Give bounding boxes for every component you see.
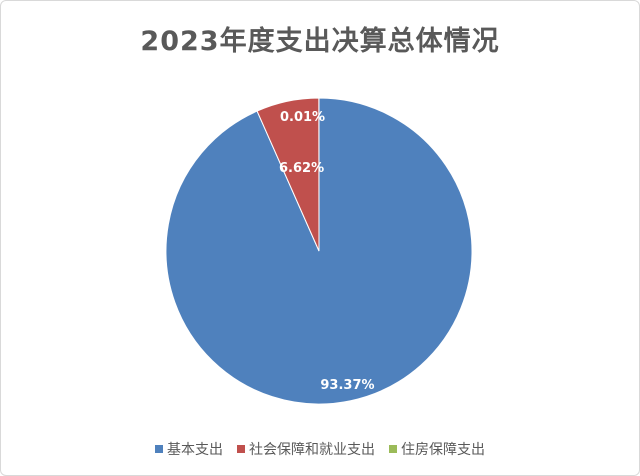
data-label-3: 0.01%	[280, 110, 325, 125]
legend-swatch	[389, 445, 397, 453]
legend-swatch	[237, 445, 245, 453]
legend-swatch	[155, 445, 163, 453]
pie-slices	[165, 97, 473, 405]
chart-legend: 基本支出 社会保障和就业支出 住房保障支出	[1, 439, 639, 459]
legend-item-2: 社会保障和就业支出	[237, 439, 375, 459]
legend-label: 社会保障和就业支出	[249, 442, 375, 458]
chart-title: 2023年度支出决算总体情况	[140, 26, 500, 57]
data-label-2: 6.62%	[279, 161, 324, 176]
pie-data-labels: 93.37% 6.62% 0.01%	[279, 110, 375, 393]
legend-item-1: 基本支出	[155, 439, 223, 459]
legend-label: 基本支出	[167, 442, 223, 458]
legend-item-3: 住房保障支出	[389, 439, 485, 459]
data-label-1: 93.37%	[320, 378, 374, 393]
legend-label: 住房保障支出	[401, 442, 485, 458]
